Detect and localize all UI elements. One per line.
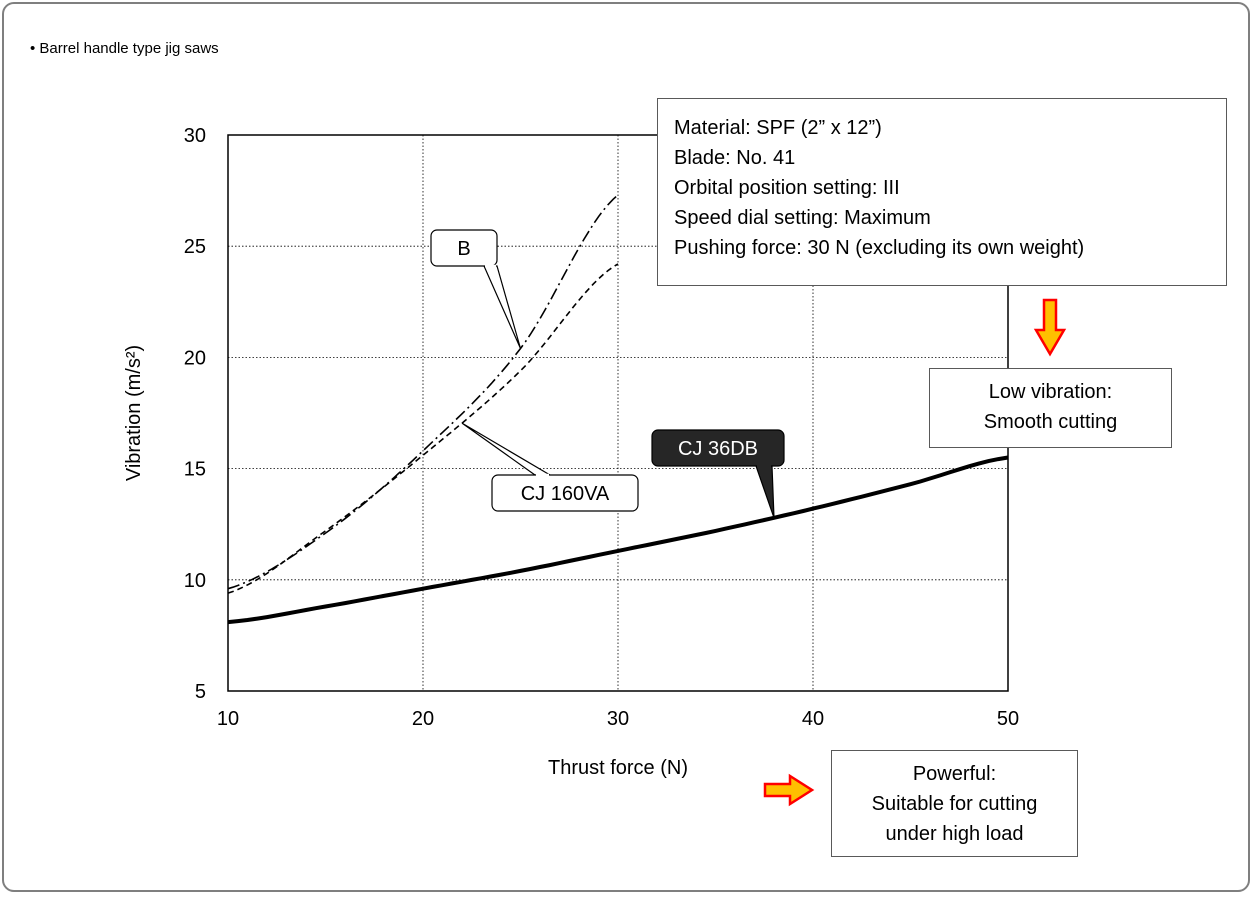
right-arrow-icon: [763, 773, 815, 807]
series-line-b: [227, 194, 619, 590]
condition-speed-dial: Speed dial setting: Maximum: [674, 207, 931, 229]
y-tick-label: 10: [184, 570, 206, 592]
down-arrow-icon: [1033, 298, 1067, 357]
y-tick-label: 5: [195, 681, 206, 703]
condition-blade: Blade: No. 41: [674, 147, 796, 169]
grid-lines: [228, 135, 1008, 691]
condition-pushing-force: Pushing force: 30 N (excluding its own w…: [674, 237, 1085, 259]
test-conditions-box: Material: SPF (2” x 12”) Blade: No. 41 O…: [657, 98, 1227, 286]
series-lines: [227, 194, 1009, 625]
condition-material: Material: SPF (2” x 12”): [674, 117, 882, 139]
callout-box-cj-160va: [491, 474, 639, 512]
x-tick-label: 40: [802, 708, 824, 730]
callout-pointer-cj-36db: [755, 465, 775, 518]
callout-pointer-cj-160va: [461, 422, 553, 476]
powerful-line3: under high load: [885, 823, 1024, 845]
x-tick-label: 10: [217, 708, 239, 730]
x-tick-label: 30: [607, 708, 629, 730]
low-vibration-line2: Smooth cutting: [983, 411, 1118, 433]
arrows: [763, 298, 1067, 807]
powerful-line2: Suitable for cutting: [871, 793, 1038, 815]
low-vibration-line1: Low vibration:: [988, 381, 1113, 403]
callout-box-b: [430, 229, 498, 267]
callout-pointer-b: [483, 265, 522, 349]
y-tick-label: 20: [184, 347, 206, 369]
y-tick-label: 15: [184, 459, 206, 481]
powerful-line1: Powerful:: [912, 763, 997, 785]
condition-orbital: Orbital position setting: III: [674, 177, 900, 199]
x-tick-label: 50: [997, 708, 1019, 730]
low-vibration-note: Low vibration: Smooth cutting: [929, 368, 1172, 448]
figure-heading: • Barrel handle type jig saws: [30, 40, 219, 57]
y-axis-label: Vibration (m/s²): [123, 345, 145, 481]
callout-label-cj-36db: CJ 36DB: [678, 438, 758, 460]
series-line-cj-160va: [227, 263, 619, 594]
callout-box-cj-36db: [651, 429, 785, 467]
y-tick-label: 30: [184, 125, 206, 147]
x-tick-label: 20: [412, 708, 434, 730]
series-callouts: B CJ 160VA CJ 36DB: [430, 229, 785, 518]
y-tick-label: 25: [184, 236, 206, 258]
series-line-cj-36db: [227, 455, 1009, 625]
callout-label-cj-160va: CJ 160VA: [521, 483, 610, 505]
powerful-note: Powerful: Suitable for cutting under hig…: [831, 750, 1078, 857]
callout-label-b: B: [457, 238, 470, 260]
x-axis-label: Thrust force (N): [548, 757, 688, 779]
